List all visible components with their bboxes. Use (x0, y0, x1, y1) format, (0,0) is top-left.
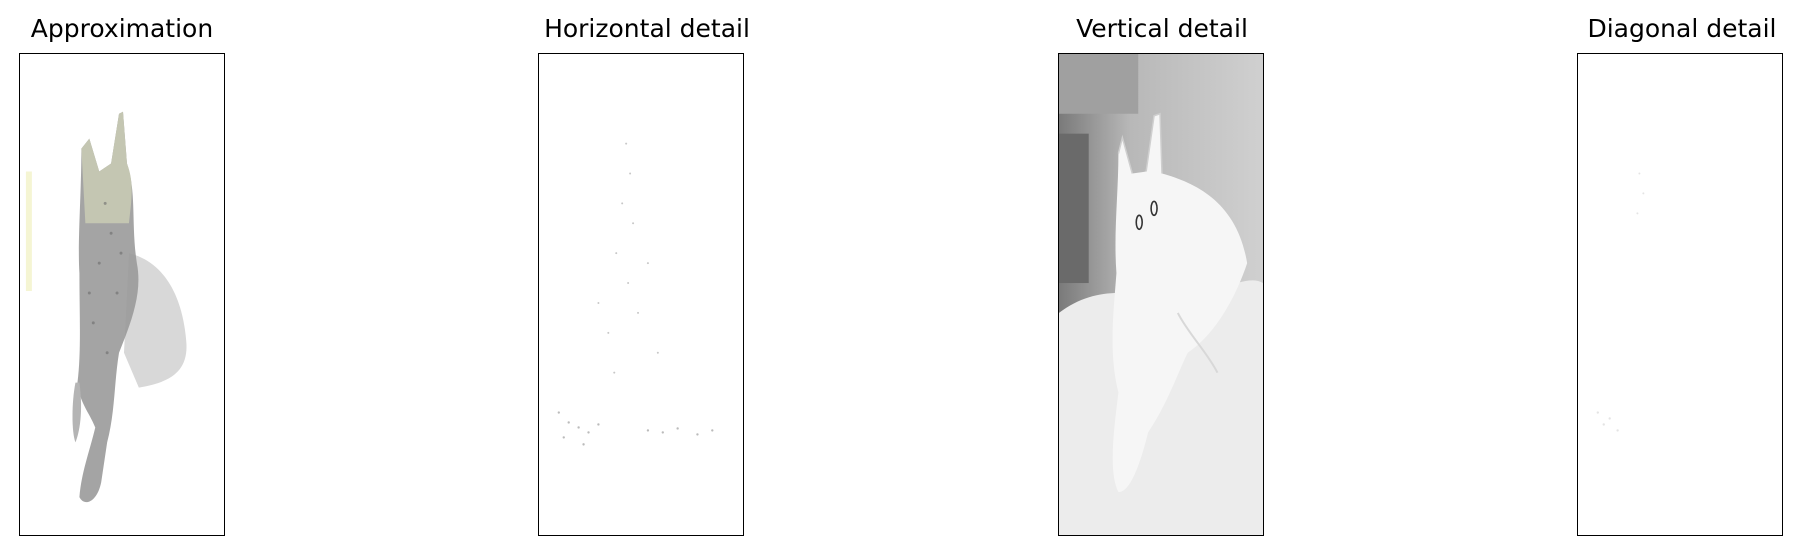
approximation-image (19, 53, 225, 536)
diagonal-detail-title: Diagonal detail (1587, 14, 1777, 43)
vertical-detail-title: Vertical detail (1076, 14, 1248, 43)
approximation-title: Approximation (30, 14, 214, 43)
vertical-detail-image (1058, 53, 1264, 536)
horizontal-detail-image (538, 53, 744, 536)
diagonal-detail-image (1577, 53, 1783, 536)
horizontal-detail-title: Horizontal detail (544, 14, 750, 43)
